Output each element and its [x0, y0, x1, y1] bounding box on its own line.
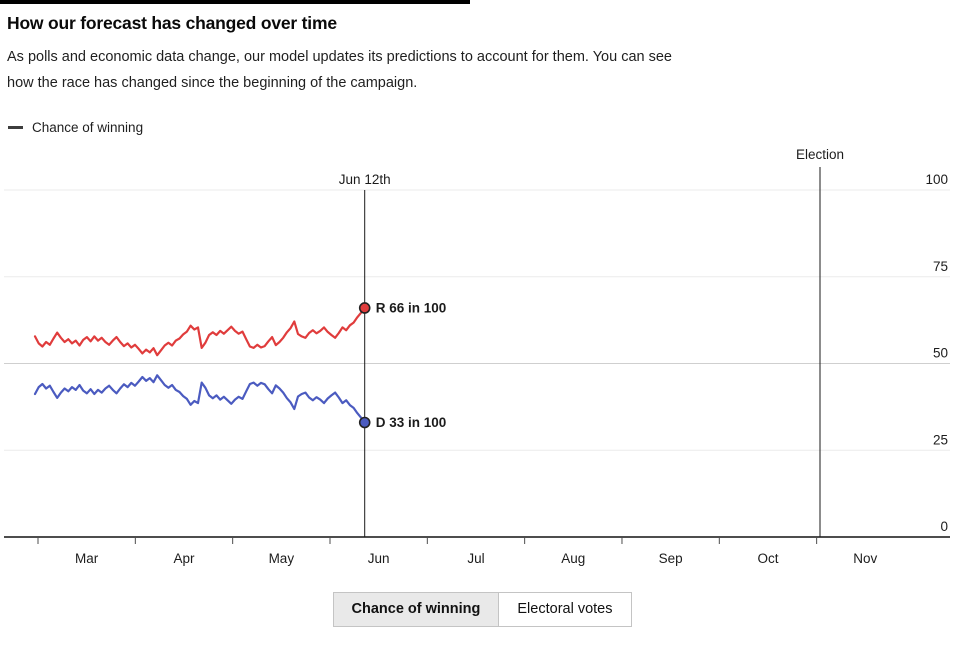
dem-end-label: D 33 in 100 — [376, 415, 447, 430]
dem-endpoint-dot — [358, 416, 371, 429]
month-label: Sep — [659, 551, 683, 566]
month-label: May — [269, 551, 295, 566]
month-label: Apr — [173, 551, 195, 566]
forecast-chart: 100 75 50 25 0 Mar Apr May Jun Jul Aug Sep Oct Nov Jun… — [4, 147, 950, 566]
y-axis-label: 75 — [933, 259, 948, 274]
page-subtitle: As polls and economic data change, our m… — [7, 49, 672, 91]
current-date-label: Jun 12th — [339, 172, 391, 187]
rep-endpoint-dot — [358, 302, 371, 314]
toggle-electoral-votes[interactable]: Electoral votes — [498, 593, 631, 626]
view-toggle: Chance of winning Electoral votes — [332, 592, 632, 627]
month-label: Jul — [467, 551, 484, 566]
month-label: Oct — [757, 551, 778, 566]
line-swatch-icon — [8, 126, 23, 129]
month-label: Nov — [853, 551, 877, 566]
top-rule — [0, 0, 470, 4]
election-label: Election — [796, 147, 844, 162]
chart-legend: Chance of winning — [8, 120, 964, 135]
y-axis-label: 25 — [933, 432, 948, 447]
y-axis-label: 50 — [933, 346, 948, 361]
y-axis-label: 100 — [925, 172, 948, 187]
legend-label: Chance of winning — [32, 120, 144, 135]
rep-line — [33, 306, 366, 357]
y-axis-label: 0 — [940, 519, 948, 534]
dem-line — [33, 374, 366, 424]
month-label: Jun — [368, 551, 390, 566]
rep-end-label: R 66 in 100 — [376, 300, 447, 315]
month-label: Aug — [561, 551, 585, 566]
month-label: Mar — [75, 551, 99, 566]
page-title: How our forecast has changed over time — [7, 13, 337, 33]
toggle-chance-of-winning[interactable]: Chance of winning — [333, 593, 499, 626]
